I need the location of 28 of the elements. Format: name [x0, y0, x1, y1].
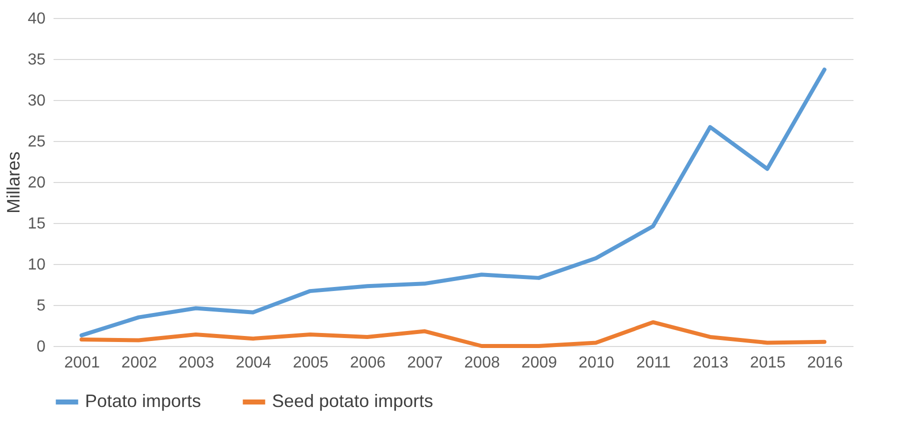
- line-series: [80, 68, 826, 338]
- y-tick-label: 25: [28, 134, 46, 150]
- x-tick-label: 2001: [64, 354, 100, 372]
- x-tick-label: 2005: [292, 354, 329, 372]
- y-tick-label: 15: [28, 216, 46, 232]
- y-tick-label: 10: [28, 256, 46, 274]
- x-tick-label: 2015: [750, 354, 786, 372]
- y-tick-label: 35: [28, 52, 46, 68]
- legend-label: Seed potato imports: [272, 391, 434, 411]
- x-tick-label: 2007: [407, 354, 443, 372]
- y-tick-label: 40: [28, 10, 46, 28]
- y-tick-label: 20: [28, 174, 46, 192]
- x-tick-label: 2013: [692, 354, 729, 372]
- y-axis-title: Millares: [4, 151, 24, 214]
- x-tick-label: 2008: [464, 354, 500, 372]
- line-series: [80, 320, 826, 348]
- y-tick-label: 0: [36, 338, 46, 356]
- x-tick-label: 2011: [636, 354, 671, 372]
- x-tick-label: 2016: [807, 354, 843, 372]
- x-tick-label: 2009: [521, 354, 558, 372]
- y-tick-label: 30: [28, 92, 46, 110]
- x-tick-label: 2003: [178, 354, 214, 372]
- x-tick-label: 2002: [121, 354, 158, 372]
- x-tick-label: 2004: [236, 354, 272, 372]
- x-tick-label: 2010: [578, 354, 614, 372]
- y-tick-label: 5: [36, 298, 46, 314]
- x-tick-label: 2006: [350, 354, 386, 372]
- legend-label: Potato imports: [85, 391, 202, 411]
